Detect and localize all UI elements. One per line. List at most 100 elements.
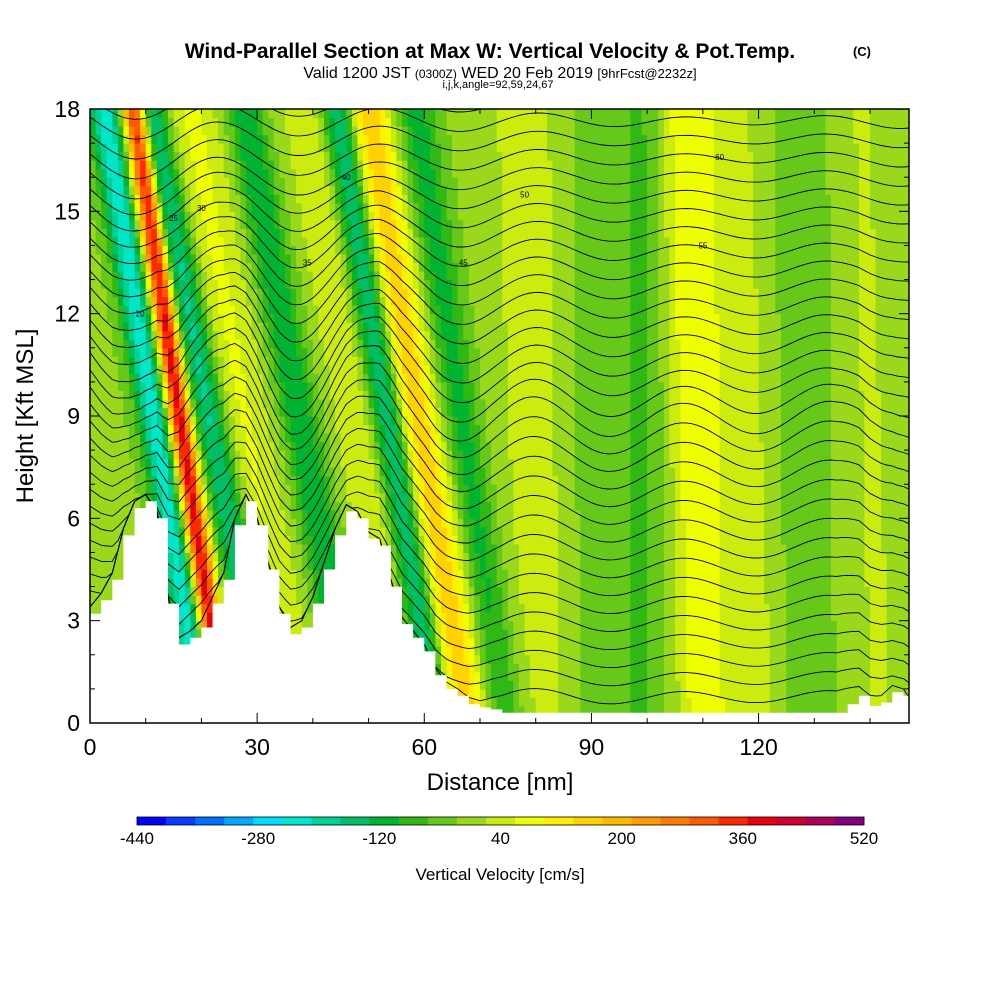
- field-cell: [307, 117, 314, 127]
- field-cell: [279, 254, 286, 264]
- field-cell: [346, 339, 353, 349]
- field-cell: [457, 305, 464, 315]
- field-cell: [307, 339, 314, 349]
- field-cell: [441, 109, 448, 119]
- field-cell: [424, 126, 431, 136]
- field-cell: [134, 356, 141, 366]
- field-cell: [435, 484, 442, 494]
- field-cell: [390, 416, 398, 426]
- field-cell: [429, 475, 437, 485]
- field-cell: [184, 407, 191, 417]
- field-cell: [402, 586, 409, 596]
- field-cell: [351, 356, 359, 366]
- field-cell: [262, 151, 269, 161]
- field-cell: [168, 381, 175, 391]
- field-cell: [123, 219, 130, 229]
- field-cell: [95, 501, 102, 511]
- field-cell: [351, 245, 359, 255]
- field-cell: [140, 219, 147, 229]
- field-cell: [251, 262, 258, 272]
- field-cell: [145, 168, 152, 178]
- field-cell: [335, 313, 342, 323]
- field-cell: [429, 578, 437, 588]
- field-cell: [207, 305, 214, 315]
- field-cell: [435, 151, 442, 161]
- field-cell: [463, 561, 470, 571]
- field-cell: [190, 271, 197, 281]
- field-cell: [229, 433, 236, 443]
- field-cell: [346, 356, 353, 366]
- field-cell: [123, 364, 130, 374]
- field-cell: [424, 390, 431, 400]
- field-cell: [95, 160, 102, 170]
- field-cell: [379, 262, 386, 272]
- field-cell: [357, 398, 364, 408]
- field-cell: [129, 313, 136, 323]
- field-cell: [457, 322, 464, 332]
- field-cell: [184, 561, 191, 571]
- field-cell: [413, 373, 420, 383]
- field-cell: [324, 254, 331, 264]
- field-cell: [90, 518, 97, 528]
- field-cell: [129, 509, 136, 519]
- field-cell: [385, 219, 392, 229]
- field-cell: [368, 398, 375, 408]
- field-cell: [134, 271, 141, 281]
- field-cell: [145, 185, 152, 195]
- field-cell: [218, 339, 225, 349]
- field-cell: [457, 330, 464, 340]
- field-cell: [207, 134, 214, 144]
- field-cell: [435, 211, 442, 221]
- field-cell: [240, 254, 247, 264]
- field-cell: [413, 160, 420, 170]
- field-cell: [407, 356, 414, 366]
- field-cell: [407, 484, 414, 494]
- field-cell: [407, 279, 414, 289]
- field-cell: [195, 552, 203, 562]
- field-cell: [368, 211, 375, 221]
- field-cell: [402, 535, 409, 545]
- field-cell: [301, 586, 308, 596]
- field-cell: [329, 552, 336, 562]
- field-cell: [156, 458, 164, 468]
- field-cell: [290, 578, 297, 588]
- field-cell: [446, 381, 453, 391]
- field-cell: [246, 475, 253, 485]
- field-cell: [374, 236, 381, 246]
- field-cell: [262, 407, 269, 417]
- field-cell: [318, 509, 325, 519]
- field-cell: [435, 595, 442, 605]
- field-cell: [452, 586, 459, 596]
- field-cell: [463, 680, 470, 690]
- field-cell: [212, 347, 219, 357]
- field-cell: [424, 526, 431, 536]
- field-cell: [168, 492, 175, 502]
- field-cell: [424, 160, 431, 170]
- field-cell: [240, 288, 247, 298]
- field-cell: [396, 501, 403, 511]
- field-cell: [234, 245, 242, 255]
- field-cell: [463, 637, 470, 647]
- field-cell: [246, 254, 253, 264]
- field-cell: [374, 296, 381, 306]
- field-cell: [429, 117, 437, 127]
- field-cell: [162, 492, 169, 502]
- field-cell: [257, 288, 264, 298]
- field-cell: [212, 305, 219, 315]
- field-cell: [301, 211, 308, 221]
- field-cell: [240, 347, 247, 357]
- field-cell: [346, 484, 353, 494]
- field-cell: [424, 441, 431, 451]
- field-cell: [413, 484, 420, 494]
- field-cell: [201, 236, 208, 246]
- field-cell: [346, 475, 353, 485]
- field-cell: [301, 398, 308, 408]
- field-cell: [296, 262, 303, 272]
- field-cell: [463, 390, 470, 400]
- field-cell: [95, 441, 102, 451]
- field-cell: [402, 279, 409, 289]
- field-cell: [468, 288, 476, 298]
- field-cell: [229, 236, 236, 246]
- field-cell: [112, 484, 119, 494]
- field-cell: [307, 390, 314, 400]
